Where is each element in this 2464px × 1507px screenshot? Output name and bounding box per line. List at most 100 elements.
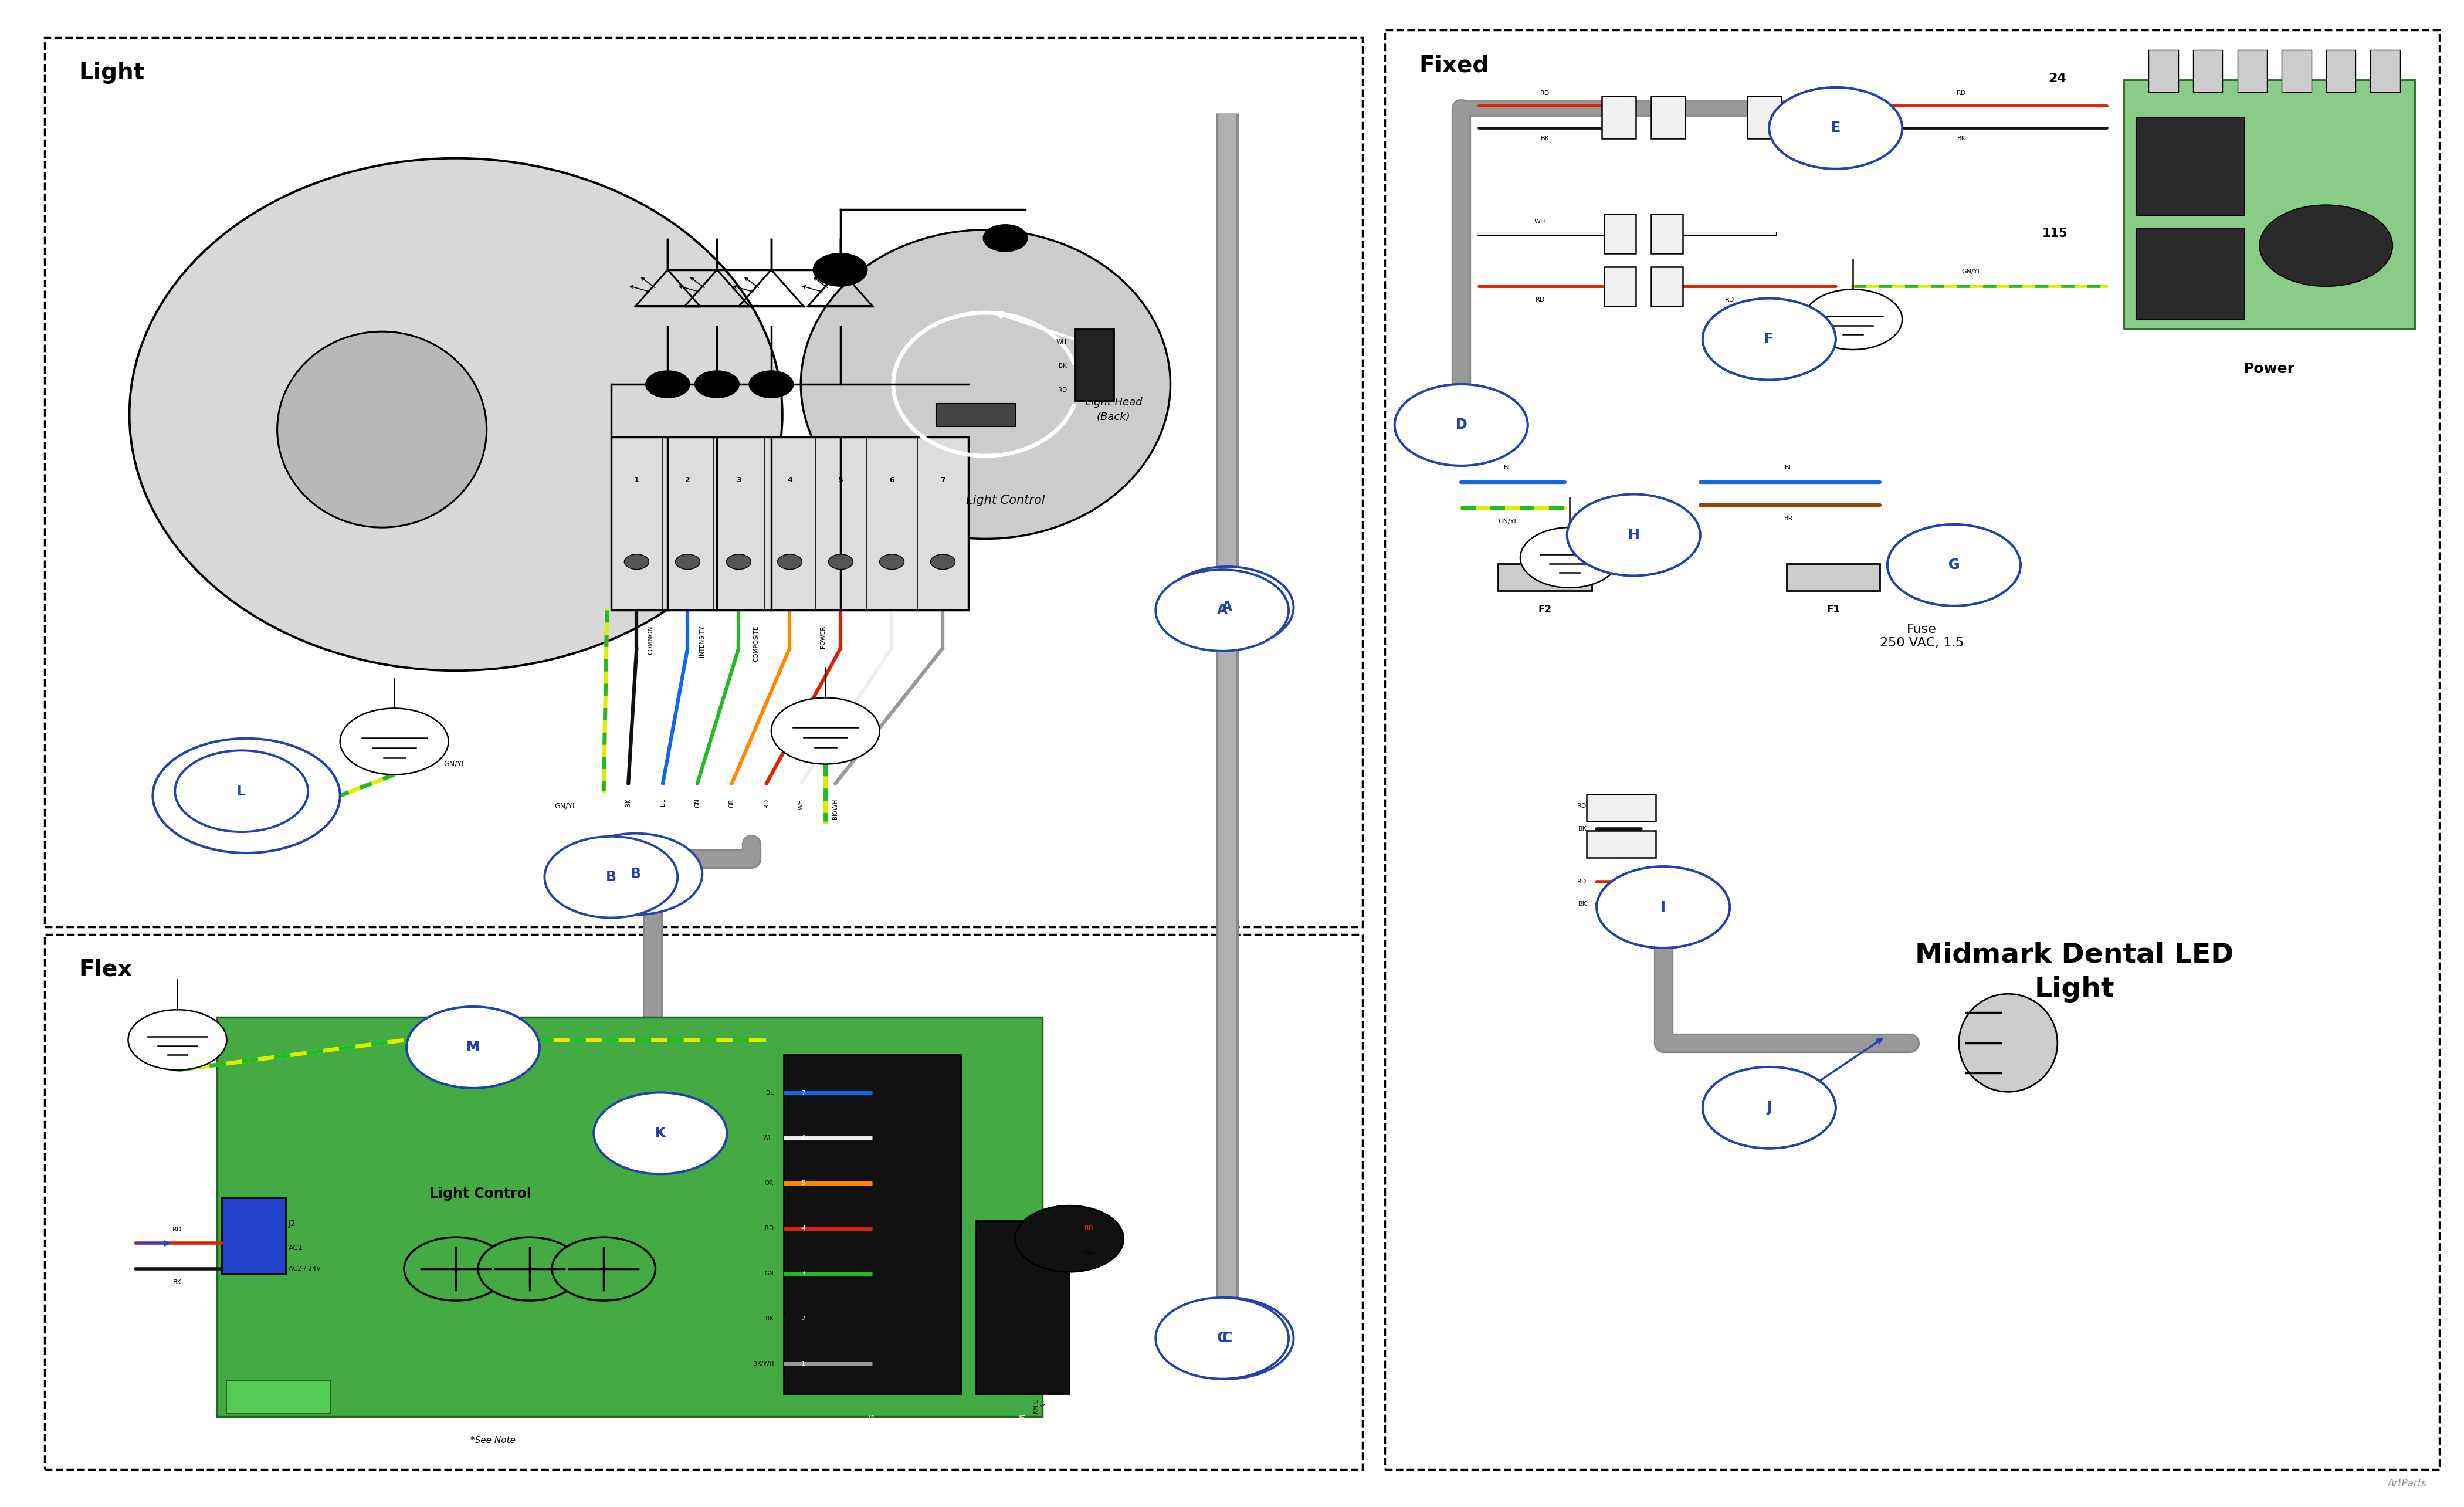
Text: L: L [237,784,246,799]
Circle shape [1156,570,1289,651]
Text: BK/WH: BK/WH [754,1361,774,1367]
Text: 6: 6 [801,1135,806,1141]
Text: *See Note: *See Note [471,1436,515,1445]
Circle shape [1597,867,1730,948]
Text: Midmark Dental LED
Light: Midmark Dental LED Light [1915,942,2235,1002]
Circle shape [931,555,956,570]
Bar [1651,96,1685,139]
Text: E: E [1831,121,1841,136]
Circle shape [1769,87,1902,169]
Text: GN/YL: GN/YL [419,1020,441,1028]
Circle shape [594,1093,727,1174]
Text: WH: WH [764,1135,774,1141]
Text: WH: WH [1084,1251,1096,1257]
Text: BK: BK [172,1279,182,1285]
Ellipse shape [1959,995,2057,1091]
Circle shape [1520,527,1619,588]
Circle shape [1161,567,1294,648]
Text: J2: J2 [288,1219,296,1228]
Text: WH: WH [1535,219,1545,225]
Text: 7: 7 [941,476,946,484]
Text: B: B [606,870,616,885]
Circle shape [552,1237,655,1301]
Bar [976,1221,1069,1394]
Text: BK: BK [1060,363,1067,369]
Text: BK: BK [1577,826,1587,832]
Text: AC1: AC1 [288,1243,303,1252]
Text: D: D [1456,417,1466,433]
Text: 7: 7 [801,1090,806,1096]
Bar [217,1017,1042,1417]
Text: POWER: POWER [821,625,825,648]
Bar [227,1380,330,1414]
Text: RD: RD [1057,387,1067,393]
Circle shape [1567,494,1700,576]
Bar [1385,30,2439,1469]
Circle shape [828,555,853,570]
Text: A: A [1222,600,1232,615]
Circle shape [1161,1298,1294,1379]
Text: BL: BL [766,1090,774,1096]
Text: D: D [1456,417,1466,433]
Text: Fuse
250 VAC, 1.5: Fuse 250 VAC, 1.5 [1880,624,1964,648]
Text: GN/YL: GN/YL [1498,518,1518,524]
Text: B: B [631,867,641,882]
Text: F2: F2 [1538,604,1552,615]
Bar [44,38,1363,927]
Text: I: I [1661,900,1666,915]
Circle shape [695,371,739,398]
Bar [2237,50,2267,92]
Bar [1747,96,1781,139]
Text: RD: RD [1084,1225,1094,1231]
Bar [2124,80,2415,329]
Bar [611,437,968,610]
Text: RD: RD [1577,879,1587,885]
Text: Light Head
(Back): Light Head (Back) [1084,398,1143,422]
Text: COMPOSITE: COMPOSITE [754,625,759,662]
Text: RD: RD [1577,803,1587,809]
Text: Light Control: Light Control [966,494,1045,506]
Circle shape [340,708,448,775]
Circle shape [1887,524,2020,606]
Text: RD: RD [1725,297,1735,303]
Text: 115: 115 [2043,228,2067,240]
Circle shape [675,555,700,570]
Circle shape [569,833,702,915]
Text: C: C [1222,1331,1232,1346]
Text: RD: RD [1535,297,1545,303]
Text: 24: 24 [2048,72,2067,84]
Bar [936,404,1015,426]
Bar [1587,830,1656,857]
Text: RD: RD [172,1227,182,1233]
Bar [2149,50,2178,92]
Bar [1796,96,1831,139]
Text: J: J [1767,1100,1772,1115]
Text: F1: F1 [1826,604,1841,615]
Circle shape [1804,289,1902,350]
Circle shape [1769,87,1902,169]
Text: 2: 2 [685,476,690,484]
Text: 4: 4 [801,1225,806,1231]
Text: OR: OR [764,1180,774,1186]
Text: BR: BR [1784,515,1794,521]
Text: H: H [1629,527,1639,543]
Bar [222,1198,286,1273]
Text: F: F [1764,332,1774,347]
Text: I: I [1661,900,1666,915]
Text: RD: RD [1540,90,1550,96]
Text: Light: Light [79,62,145,84]
Text: KM C
 K: KM C K [1032,1398,1047,1414]
Bar [2136,229,2245,319]
Text: 5: 5 [838,476,843,484]
Text: J: J [1767,1100,1772,1115]
Text: J1: J1 [867,1415,877,1423]
Circle shape [983,225,1027,252]
Circle shape [813,253,867,286]
Circle shape [407,1007,540,1088]
Circle shape [749,371,793,398]
Ellipse shape [801,231,1170,540]
Circle shape [1703,298,1836,380]
Text: 5: 5 [801,1180,806,1186]
Text: OR: OR [729,799,734,808]
Text: COMMON: COMMON [648,625,653,654]
